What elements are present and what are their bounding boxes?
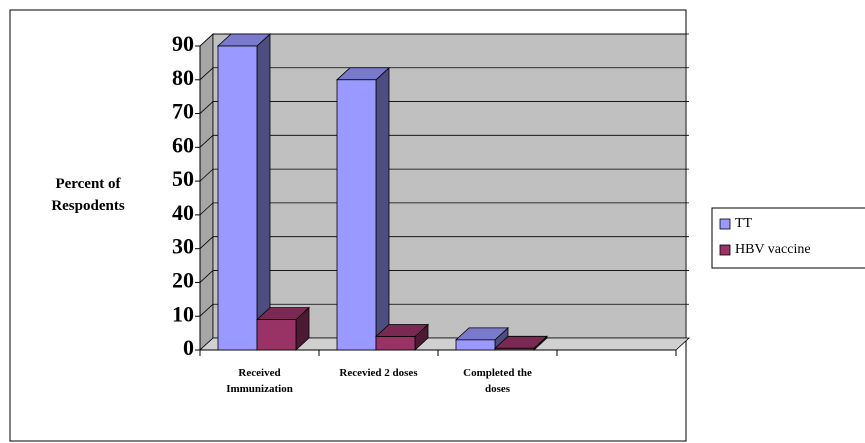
back-wall	[212, 33, 687, 339]
legend-swatch	[719, 218, 731, 230]
y-tick-label: 10	[172, 301, 194, 326]
y-tick-label: 30	[172, 234, 194, 259]
x-tick-label: Completed the doses	[463, 367, 532, 395]
bar	[336, 79, 377, 351]
y-tick-label: 80	[172, 65, 194, 90]
grid-line	[199, 270, 214, 283]
bar	[217, 45, 258, 351]
grid-line	[199, 168, 214, 182]
grid-line	[199, 303, 214, 317]
bar	[375, 336, 416, 351]
y-tick-label: 90	[172, 31, 194, 56]
y-tick-label: 70	[172, 99, 194, 124]
x-tick-label: Received Immunization	[226, 367, 293, 395]
grid-line	[199, 67, 214, 81]
legend-label: TT	[735, 216, 753, 231]
bar-side	[375, 66, 390, 351]
y-tick-label: 50	[172, 166, 194, 191]
y-tick-label: 0	[183, 335, 194, 360]
side-wall	[199, 33, 214, 351]
grid-line	[199, 135, 214, 148]
grid-line	[199, 202, 214, 216]
legend-swatch	[719, 244, 731, 256]
grid-line	[199, 101, 214, 114]
bar	[256, 319, 297, 351]
legend-label: HBV vaccine	[735, 242, 811, 257]
x-tick-label: Recevied 2 doses	[339, 367, 418, 379]
bar	[455, 339, 496, 351]
bar	[494, 347, 535, 351]
y-tick-label: 60	[172, 132, 194, 157]
y-tick-label: 20	[172, 267, 194, 292]
y-axis-label: Percent of Respodents	[51, 176, 125, 214]
grid-line	[199, 33, 214, 47]
grid-line	[199, 236, 214, 249]
y-tick-label: 40	[172, 200, 194, 225]
legend-box	[711, 207, 865, 269]
bar-side	[256, 33, 271, 351]
